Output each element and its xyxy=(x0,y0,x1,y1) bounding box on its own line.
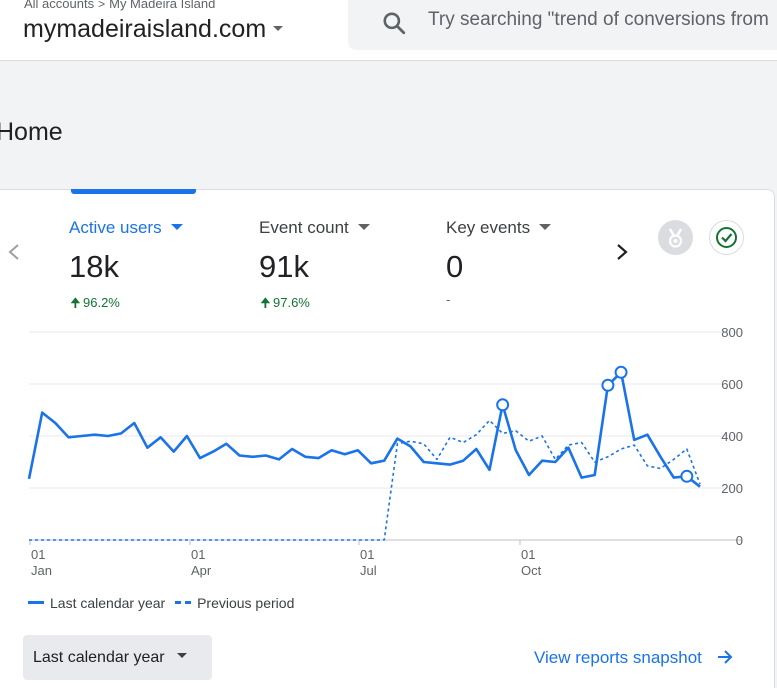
y-tick-label: 0 xyxy=(736,533,743,548)
metric-active-users-label[interactable]: Active users xyxy=(69,218,183,238)
check-circle-icon[interactable] xyxy=(709,220,744,255)
insights-badge-icon[interactable] xyxy=(658,220,693,255)
x-tick-day: 01 xyxy=(360,547,374,562)
search-bar[interactable] xyxy=(348,0,777,50)
chart-legend: Last calendar year Previous period xyxy=(28,595,300,611)
arrow-up-icon: 🠉 xyxy=(260,295,271,310)
chevron-left-icon[interactable] xyxy=(4,240,24,264)
x-tick-month: Jul xyxy=(360,563,377,578)
y-tick-label: 200 xyxy=(721,481,743,496)
property-selector[interactable]: mymadeiraisland.com xyxy=(23,15,284,44)
property-name: mymadeiraisland.com xyxy=(23,15,267,43)
series-line-previous xyxy=(29,419,701,541)
legend-item-previous: Previous period xyxy=(175,595,294,611)
series-marker xyxy=(496,398,510,412)
top-bar: All accounts > My Madeira Island mymadeira… xyxy=(0,0,777,61)
arrow-right-icon xyxy=(717,649,733,664)
metric-key-events-change: - xyxy=(446,292,451,307)
view-reports-snapshot-link[interactable]: View reports snapshot xyxy=(534,648,733,668)
x-tick-month: Oct xyxy=(521,563,542,578)
x-tick-day: 01 xyxy=(521,547,535,562)
active-tab-indicator xyxy=(71,189,196,194)
date-range-label: Last calendar year xyxy=(33,649,165,666)
metric-event-count-change: 🠉 97.6% xyxy=(260,294,310,316)
caret-down-icon xyxy=(357,223,370,230)
y-tick-label: 600 xyxy=(721,377,743,392)
metric-active-users-value: 18k xyxy=(69,249,119,284)
view-reports-snapshot-label: View reports snapshot xyxy=(534,648,702,667)
series-marker xyxy=(680,469,694,483)
legend-solid-line-icon xyxy=(28,600,44,604)
x-tick-day: 01 xyxy=(31,547,45,562)
metric-event-count[interactable]: Event count 91k 🠉 97.6% xyxy=(259,218,370,310)
caret-down-icon xyxy=(539,223,552,230)
metric-key-events-value: 0 xyxy=(446,249,464,284)
caret-down-icon xyxy=(176,653,187,659)
page-title: Home xyxy=(0,118,63,146)
series-line-current xyxy=(27,370,701,488)
breadcrumb[interactable]: All accounts > My Madeira Island xyxy=(24,0,215,11)
insights-badge-glyph-icon xyxy=(668,228,683,248)
overview-card xyxy=(0,189,775,688)
metric-key-events[interactable]: Key events 0 - xyxy=(446,218,552,307)
arrow-up-icon: 🠉 xyxy=(70,295,81,310)
legend-item-current: Last calendar year xyxy=(28,595,165,611)
metric-active-users[interactable]: Active users 18k 🠉 96.2% xyxy=(69,218,183,310)
caret-down-icon xyxy=(273,25,284,31)
x-tick-month: Jan xyxy=(31,563,52,578)
legend-dashed-line-icon xyxy=(175,600,192,604)
x-tick-month: Apr xyxy=(191,563,212,578)
check-circle-glyph-icon xyxy=(716,227,737,248)
x-tick-day: 01 xyxy=(191,547,205,562)
y-tick-label: 400 xyxy=(721,429,743,444)
breadcrumb-account[interactable]: My Madeira Island xyxy=(109,0,216,11)
date-range-select[interactable]: Last calendar year xyxy=(23,635,212,680)
chevron-right-icon: > xyxy=(98,0,106,11)
series-marker xyxy=(601,378,615,392)
y-tick-label: 800 xyxy=(721,325,743,340)
metric-active-users-change: 🠉 96.2% xyxy=(70,294,120,316)
breadcrumb-accounts[interactable]: All accounts xyxy=(24,0,95,11)
metric-key-events-label[interactable]: Key events xyxy=(446,218,552,238)
chevron-right-icon[interactable] xyxy=(612,240,632,264)
search-icon xyxy=(383,12,406,35)
metric-event-count-label[interactable]: Event count xyxy=(259,218,370,238)
caret-down-icon xyxy=(170,223,183,230)
series-marker xyxy=(614,365,628,379)
search-input[interactable] xyxy=(428,7,777,33)
metric-event-count-value: 91k xyxy=(259,249,309,284)
